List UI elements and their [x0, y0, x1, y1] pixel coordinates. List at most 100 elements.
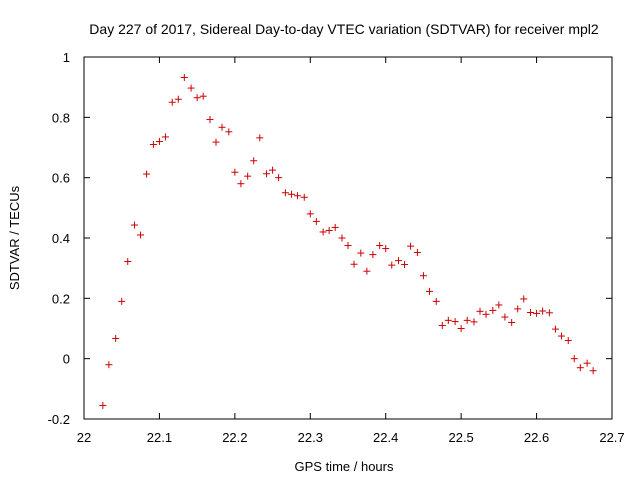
data-point — [180, 74, 188, 82]
data-point — [476, 307, 484, 315]
data-point — [112, 334, 120, 342]
data-point — [231, 168, 239, 176]
data-point — [463, 316, 471, 324]
data-point — [137, 231, 145, 239]
data-point — [357, 249, 365, 257]
data-point — [376, 242, 384, 250]
data-point — [131, 221, 139, 229]
x-tick-label: 22 — [77, 430, 91, 445]
data-point — [325, 226, 333, 234]
data-point — [244, 172, 252, 180]
data-point — [489, 306, 497, 314]
data-point — [533, 309, 541, 317]
data-point — [256, 134, 264, 142]
y-tick-label: 0 — [63, 352, 70, 367]
data-point — [143, 170, 151, 178]
y-tick-label: 0.6 — [52, 171, 70, 186]
data-point — [539, 307, 547, 315]
data-point — [250, 157, 258, 165]
y-tick-label: -0.2 — [48, 412, 70, 427]
data-point — [495, 301, 503, 309]
data-point — [589, 367, 597, 375]
data-point — [118, 297, 126, 305]
x-tick-label: 22.3 — [298, 430, 323, 445]
x-tick-label: 22.1 — [147, 430, 172, 445]
data-point — [149, 140, 157, 148]
data-point — [124, 258, 132, 266]
data-point — [501, 313, 509, 321]
data-point — [168, 98, 176, 106]
data-point — [300, 193, 308, 201]
data-point — [576, 364, 584, 372]
data-point — [413, 248, 421, 256]
data-point — [407, 242, 415, 250]
data-point — [212, 138, 220, 146]
data-point — [570, 355, 578, 363]
data-point — [508, 318, 516, 326]
data-point — [583, 359, 591, 367]
data-point — [269, 166, 277, 174]
data-point — [514, 305, 522, 313]
data-point — [395, 257, 403, 265]
y-tick-label: 0.8 — [52, 110, 70, 125]
data-point — [382, 245, 390, 253]
plot-frame — [83, 56, 613, 420]
y-axis-ticks: -0.2 0 0.2 0.4 0.6 0.8 1 — [48, 50, 612, 427]
data-point — [193, 94, 201, 102]
data-point — [206, 115, 214, 123]
data-point — [199, 92, 207, 100]
x-tick-label: 22.2 — [222, 430, 247, 445]
data-point — [425, 287, 433, 295]
y-axis-label: SDTVAR / TECUs — [7, 185, 22, 290]
data-point — [545, 309, 553, 317]
y-tick-label: 0.4 — [52, 231, 70, 246]
data-point — [319, 228, 327, 236]
data-point — [338, 234, 346, 242]
data-point — [564, 337, 572, 345]
data-point — [187, 84, 195, 92]
x-tick-label: 22.5 — [448, 430, 473, 445]
data-point — [218, 123, 226, 131]
data-point — [331, 223, 339, 231]
data-point — [557, 332, 565, 340]
data-point — [451, 318, 459, 326]
data-point — [293, 192, 301, 200]
data-point — [438, 321, 446, 329]
data-points — [99, 74, 597, 409]
x-tick-label: 22.4 — [373, 430, 398, 445]
data-point — [388, 261, 396, 269]
data-point — [401, 261, 409, 269]
y-tick-label: 0.2 — [52, 291, 70, 306]
x-tick-label: 22.6 — [524, 430, 549, 445]
chart-title: Day 227 of 2017, Sidereal Day-to-day VTE… — [89, 21, 599, 37]
x-axis-ticks: 22 22.1 22.2 22.3 22.4 22.5 22.6 22.7 — [77, 57, 625, 445]
data-point — [527, 309, 535, 317]
x-tick-label: 22.7 — [599, 430, 624, 445]
data-point — [237, 180, 245, 188]
data-point — [344, 242, 352, 250]
data-point — [275, 174, 283, 182]
data-point — [161, 133, 169, 141]
data-point — [312, 217, 320, 225]
data-point — [482, 310, 490, 318]
data-point — [470, 318, 478, 326]
data-point — [174, 95, 182, 103]
data-point — [281, 189, 289, 197]
data-point — [551, 325, 559, 333]
data-point — [105, 361, 113, 369]
data-point — [457, 325, 465, 332]
data-point — [432, 297, 440, 305]
data-point — [287, 190, 295, 198]
data-point — [306, 210, 314, 218]
y-tick-label: 1 — [63, 50, 70, 65]
data-point — [369, 251, 377, 259]
data-point — [419, 272, 427, 280]
data-point — [263, 170, 271, 178]
data-point — [350, 260, 358, 268]
x-axis-label: GPS time / hours — [295, 459, 394, 474]
data-point — [444, 316, 452, 324]
data-point — [520, 295, 528, 303]
data-point — [363, 267, 371, 275]
data-point — [155, 137, 163, 145]
